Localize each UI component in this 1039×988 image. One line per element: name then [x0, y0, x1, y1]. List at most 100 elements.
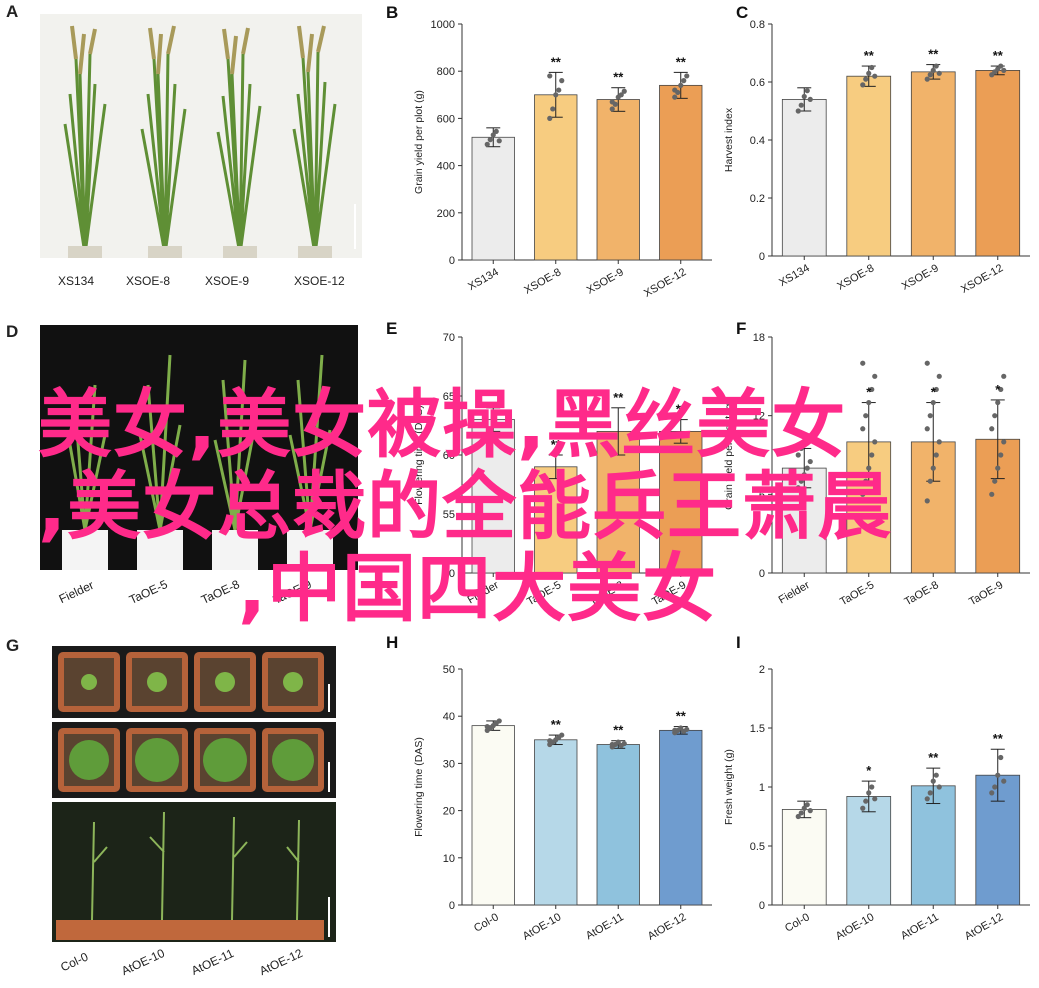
- bar-e-0: [471, 419, 515, 574]
- wheat-plant-taoe-8: [212, 359, 258, 570]
- y-tick-label-c-2: 0.4: [750, 135, 765, 147]
- photo-a-label-3: XSOE-9: [205, 274, 250, 288]
- data-point-f-0-5: [795, 452, 801, 458]
- x-tick-label-f-1: TaOE-5: [838, 579, 876, 608]
- data-point-b-0-3: [493, 128, 499, 134]
- data-point-f-2-6: [927, 413, 933, 419]
- data-point-f-2-4: [936, 439, 942, 445]
- significance-f-1: *: [866, 385, 872, 400]
- data-point-c-1-1: [863, 76, 869, 82]
- data-point-f-1-1: [863, 478, 869, 484]
- y-tick-label-h-2: 20: [443, 806, 455, 818]
- x-tick-label-h-1: AtOE-10: [521, 911, 564, 942]
- x-tick-label-b-3: XSOE-12: [642, 266, 688, 300]
- data-point-b-3-4: [684, 73, 690, 79]
- bar-h-2: [596, 744, 640, 906]
- data-point-h-3-5: [672, 727, 678, 733]
- y-axis-label-e: Flowering time (DAS): [413, 405, 425, 505]
- significance-i-2: **: [928, 750, 939, 765]
- significance-f-3: *: [995, 382, 1001, 397]
- data-point-i-0-0: [795, 813, 801, 820]
- data-point-f-1-7: [866, 399, 872, 406]
- data-point-f-1-9: [872, 373, 878, 379]
- y-tick-label-b-3: 600: [437, 113, 455, 125]
- data-point-f-1-6: [863, 413, 869, 419]
- x-tick-label-f-2: TaOE-8: [902, 579, 940, 608]
- data-point-f-3-9: [1001, 373, 1007, 379]
- y-tick-label-c-3: 0.6: [750, 77, 765, 89]
- y-axis-label-b: Grain yield per plot (g): [413, 90, 425, 194]
- rice-plant-xsoe-12: [292, 25, 337, 258]
- data-point-i-3-3: [998, 754, 1004, 761]
- data-point-c-2-3: [933, 63, 939, 69]
- panel-letter-g: G: [6, 636, 20, 655]
- photo-a-label-2: XSOE-8: [126, 274, 171, 288]
- bar-i-2: [910, 785, 956, 906]
- y-tick-label-f-3: 18: [753, 332, 765, 344]
- data-point-c-2-1: [927, 72, 933, 78]
- bar-i-1: [846, 796, 892, 906]
- data-point-i-2-1: [927, 790, 933, 796]
- panel-letter-f: F: [736, 319, 746, 338]
- bar-b-1: [534, 94, 578, 261]
- data-point-f-3-2: [995, 465, 1001, 471]
- data-point-b-2-5: [609, 99, 615, 105]
- data-point-f-2-3: [933, 452, 939, 458]
- data-point-f-3-8: [998, 386, 1004, 393]
- data-point-f-3-6: [992, 413, 998, 419]
- y-tick-label-e-3: 65: [443, 391, 455, 403]
- data-point-i-1-1: [863, 798, 869, 804]
- panel-letter-h: H: [386, 633, 398, 652]
- x-tick-label-b-2: XSOE-9: [585, 266, 626, 297]
- y-tick-label-b-4: 800: [437, 66, 455, 78]
- significance-h-2: **: [613, 723, 624, 738]
- data-point-c-1-0: [860, 82, 866, 88]
- x-tick-label-e-0: Fielder: [466, 579, 501, 606]
- data-point-i-2-2: [930, 778, 936, 784]
- panel-letter-c: C: [736, 3, 748, 22]
- data-point-h-2-5: [609, 741, 615, 748]
- data-point-f-3-7: [995, 399, 1001, 406]
- y-tick-label-f-2: 12: [753, 411, 765, 423]
- bar-e-3: [659, 430, 703, 574]
- data-point-i-0-4: [807, 808, 813, 814]
- data-point-h-2-4: [621, 740, 627, 747]
- data-point-c-3-3: [998, 63, 1004, 69]
- significance-i-3: **: [993, 731, 1004, 746]
- y-axis-label-h: Flowering time (DAS): [413, 737, 425, 837]
- significance-e-2: **: [613, 390, 624, 405]
- y-tick-label-i-1: 0.5: [750, 841, 765, 853]
- data-point-f-0-3: [804, 465, 810, 471]
- data-point-h-3-2: [678, 725, 684, 731]
- data-point-f-2-7: [930, 399, 936, 406]
- significance-i-1: *: [866, 763, 872, 778]
- data-point-f-3-0: [989, 491, 995, 497]
- rice-plant-xsoe-9: [216, 27, 262, 258]
- significance-e-3: **: [676, 402, 687, 417]
- bar-h-1: [534, 739, 578, 906]
- data-point-b-0-4: [496, 138, 502, 144]
- data-point-i-0-3: [804, 802, 810, 808]
- data-point-f-1-0: [860, 491, 866, 497]
- bar-h-0: [471, 725, 515, 906]
- bar-b-0: [471, 136, 515, 261]
- data-point-f-1-4: [872, 439, 878, 445]
- x-tick-label-i-0: Col-0: [783, 911, 812, 935]
- data-point-f-0-1: [798, 478, 804, 484]
- significance-h-3: **: [676, 709, 687, 724]
- bar-i-0: [781, 809, 827, 906]
- data-point-i-1-2: [866, 790, 872, 796]
- data-point-c-3-4: [1001, 67, 1007, 73]
- y-tick-label-c-4: 0.8: [750, 19, 765, 31]
- photo-a-label-4: XSOE-12: [294, 274, 345, 288]
- data-point-f-3-1: [992, 478, 998, 484]
- data-point-h-0-5: [484, 723, 490, 730]
- x-tick-label-f-3: TaOE-9: [967, 579, 1005, 608]
- data-point-f-2-9: [936, 373, 942, 379]
- x-tick-label-b-1: XSOE-8: [522, 266, 563, 297]
- rice-plants-photo: [40, 14, 362, 258]
- significance-h-1: **: [551, 717, 562, 732]
- data-point-f-3-4: [1001, 439, 1007, 445]
- x-tick-label-b-0: XS134: [466, 266, 501, 293]
- data-point-b-1-4: [559, 78, 565, 84]
